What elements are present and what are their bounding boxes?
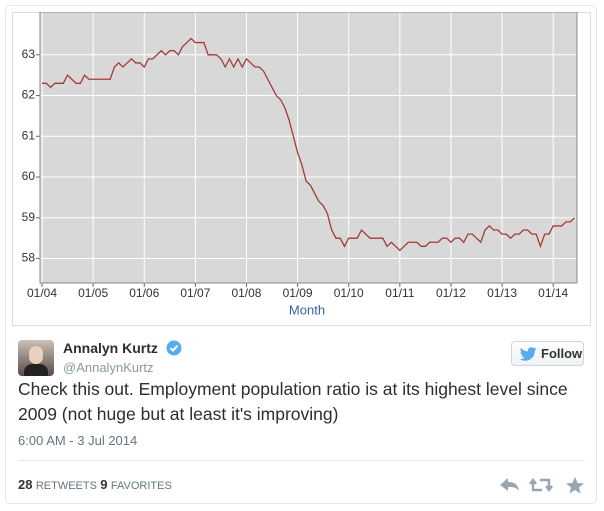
x-axis-label: Month	[289, 302, 325, 317]
action-icons	[500, 477, 584, 494]
retweet-count: 28	[18, 477, 33, 492]
avatar-face	[29, 346, 43, 364]
verified-badge	[166, 340, 182, 356]
plot-border	[39, 12, 578, 284]
y-tick-label: 62	[22, 88, 36, 102]
twitter-bird	[520, 347, 537, 361]
tweet-text: Check this out. Employment population ra…	[18, 379, 568, 424]
x-tick-label: 01/06	[129, 286, 159, 300]
x-tick-label: 01/05	[78, 286, 108, 300]
x-tick-label: 01/10	[334, 286, 364, 300]
author-handle[interactable]: @AnnalynKurtz	[63, 360, 154, 375]
favorite-count: 9	[100, 477, 108, 492]
tweet-stats: 28 RETWEETS 9 FAVORITES	[18, 477, 172, 492]
y-tick-label: 60	[22, 169, 36, 183]
y-tick-label: 59	[22, 210, 36, 224]
y-tick-label: 63	[22, 47, 36, 61]
x-tick-label: 01/14	[538, 286, 568, 300]
y-tick-label: 58	[22, 251, 36, 265]
data-line	[42, 37, 575, 252]
x-tick-label: 01/13	[487, 286, 517, 300]
favorite-icon[interactable]	[566, 477, 584, 494]
retweet-icon[interactable]	[529, 478, 553, 492]
tweet-card	[5, 5, 597, 504]
favorite-label[interactable]: FAVORITES	[110, 480, 172, 492]
chart: Month 58 59 60 61 62 63 01/04 01/05 01/06 01/07 01…	[12, 12, 591, 326]
x-tick-label: 01/04	[27, 286, 57, 300]
x-tick-label: 01/09	[283, 286, 313, 300]
retweet-label[interactable]: RETWEETS	[35, 480, 97, 492]
author-name[interactable]: Annalyn Kurtz	[63, 340, 158, 356]
divider	[18, 460, 585, 461]
timestamp[interactable]: 6:00 AM - 3 Jul 2014	[18, 433, 138, 448]
avatar-body	[24, 364, 48, 376]
reply-icon[interactable]	[500, 478, 519, 491]
avatar[interactable]	[18, 340, 54, 376]
follow-button[interactable]: Follow	[511, 341, 584, 366]
x-tick-label: 01/11	[385, 286, 414, 300]
x-tick-label: 01/08	[231, 286, 261, 300]
plot-area	[39, 12, 578, 284]
x-tick-label: 01/07	[180, 286, 210, 300]
follow-label: Follow	[541, 346, 583, 361]
y-tick-label: 61	[22, 128, 36, 142]
x-tick-label: 01/12	[436, 286, 466, 300]
